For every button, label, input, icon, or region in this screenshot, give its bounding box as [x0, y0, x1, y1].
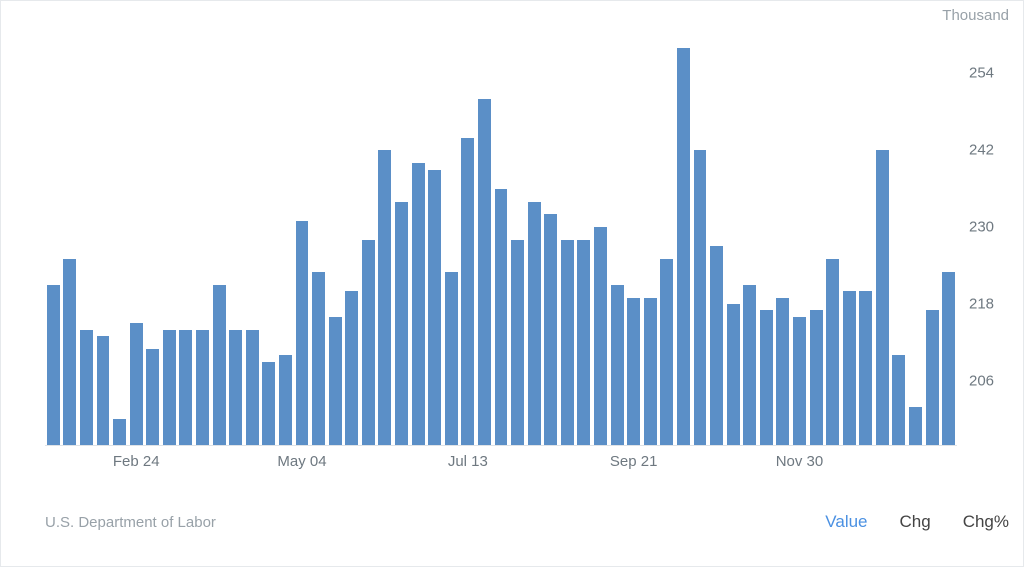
bar[interactable]	[246, 330, 259, 445]
bar[interactable]	[528, 202, 541, 445]
tab-chg[interactable]: Chg	[900, 512, 931, 532]
y-tick-label: 218	[969, 296, 994, 313]
y-tick-label: 230	[969, 219, 994, 236]
bar[interactable]	[262, 362, 275, 445]
x-tick-label: Nov 30	[776, 453, 824, 470]
bar[interactable]	[694, 150, 707, 445]
bar[interactable]	[760, 310, 773, 445]
bar[interactable]	[544, 214, 557, 445]
bar[interactable]	[710, 246, 723, 445]
bar[interactable]	[412, 163, 425, 445]
bar[interactable]	[511, 240, 524, 445]
bar[interactable]	[909, 407, 922, 445]
bar[interactable]	[47, 285, 60, 445]
bar[interactable]	[163, 330, 176, 445]
bar[interactable]	[843, 291, 856, 445]
bar[interactable]	[942, 272, 955, 445]
bar[interactable]	[677, 48, 690, 445]
bar[interactable]	[776, 298, 789, 445]
bar[interactable]	[445, 272, 458, 445]
bar[interactable]	[113, 419, 126, 445]
plot-area	[45, 35, 957, 446]
bar[interactable]	[727, 304, 740, 445]
bar[interactable]	[611, 285, 624, 445]
tab-chgpct[interactable]: Chg%	[963, 512, 1009, 532]
bar[interactable]	[644, 298, 657, 445]
bar[interactable]	[97, 336, 110, 445]
bar[interactable]	[859, 291, 872, 445]
x-tick-label: May 04	[277, 453, 326, 470]
bar[interactable]	[378, 150, 391, 445]
bar[interactable]	[345, 291, 358, 445]
bar[interactable]	[577, 240, 590, 445]
bar[interactable]	[793, 317, 806, 445]
bar[interactable]	[660, 259, 673, 445]
tab-value[interactable]: Value	[825, 512, 867, 532]
bar[interactable]	[146, 349, 159, 445]
bar[interactable]	[130, 323, 143, 445]
bar[interactable]	[561, 240, 574, 445]
metric-tabs: Value Chg Chg%	[825, 512, 1009, 532]
bar[interactable]	[63, 259, 76, 445]
unit-label: Thousand	[942, 7, 1009, 24]
bar[interactable]	[461, 138, 474, 446]
bar[interactable]	[213, 285, 226, 445]
bar[interactable]	[926, 310, 939, 445]
bar[interactable]	[627, 298, 640, 445]
bar[interactable]	[495, 189, 508, 445]
bar[interactable]	[876, 150, 889, 445]
bar[interactable]	[329, 317, 342, 445]
y-tick-label: 206	[969, 372, 994, 389]
bar[interactable]	[296, 221, 309, 445]
source-label: U.S. Department of Labor	[45, 514, 216, 531]
bar[interactable]	[279, 355, 292, 445]
bar[interactable]	[196, 330, 209, 445]
chart-container: Thousand 206 218 230 242 254 Feb 24 May 04 Jul…	[0, 0, 1024, 567]
bar[interactable]	[80, 330, 93, 445]
bar[interactable]	[395, 202, 408, 445]
chart-footer: U.S. Department of Labor Value Chg Chg%	[45, 512, 1009, 532]
bar[interactable]	[428, 170, 441, 445]
bar[interactable]	[743, 285, 756, 445]
x-tick-label: Jul 13	[448, 453, 488, 470]
bar[interactable]	[179, 330, 192, 445]
bar[interactable]	[594, 227, 607, 445]
bar[interactable]	[229, 330, 242, 445]
x-tick-label: Feb 24	[113, 453, 160, 470]
bar[interactable]	[826, 259, 839, 445]
bar[interactable]	[810, 310, 823, 445]
bar[interactable]	[362, 240, 375, 445]
bar[interactable]	[312, 272, 325, 445]
y-tick-label: 254	[969, 65, 994, 82]
y-tick-label: 242	[969, 142, 994, 159]
bar[interactable]	[892, 355, 905, 445]
bar[interactable]	[478, 99, 491, 445]
x-tick-label: Sep 21	[610, 453, 658, 470]
